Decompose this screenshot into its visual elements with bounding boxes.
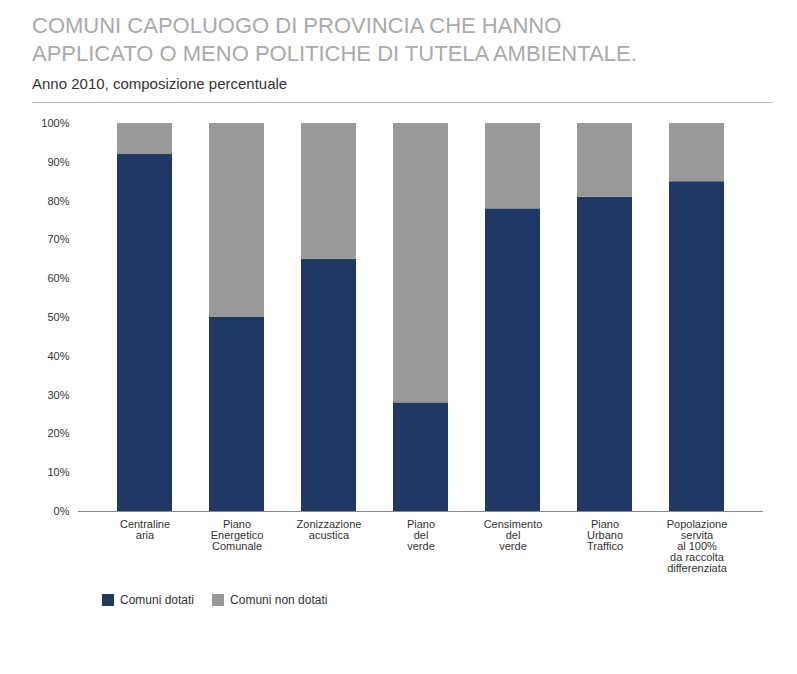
svg-text:Popolazioneservitaal 100%da ra: Popolazioneservitaal 100%da raccoltadiff… [667,518,728,574]
svg-text:100%: 100% [41,117,69,129]
html-text:Anno 2010, composizione percen: Anno 2010, composizione percentuale [32,75,288,92]
svg-text:60%: 60% [47,272,69,284]
html-text:COMUNI CAPOLUOGO DI PROVINCIA: COMUNI CAPOLUOGO DI PROVINCIA CHE HANNO … [32,13,637,66]
svg-text:Centralinearia: Centralinearia [120,518,170,541]
svg-text:10%: 10% [47,466,69,478]
svg-text:PianoEnergeticoComunale: PianoEnergeticoComunale [211,518,264,552]
html-text:Comuni non dotati: Comuni non dotati [230,593,328,607]
svg-text:70%: 70% [47,233,69,245]
svg-text:PianoUrbanoTraffico: PianoUrbanoTraffico [587,518,623,552]
svg-text:Censimentodelverde: Censimentodelverde [484,518,543,552]
svg-text:0%: 0% [54,505,70,517]
svg-text:Zonizzazioneacustica: Zonizzazioneacustica [297,518,362,541]
html-text:Comuni dotati: Comuni dotati [120,593,194,607]
svg-text:Pianodelverde: Pianodelverde [407,518,435,552]
svg-text:20%: 20% [47,427,69,439]
svg-text:40%: 40% [47,350,69,362]
svg-text:90%: 90% [47,156,69,168]
svg-text:30%: 30% [47,389,69,401]
svg-text:80%: 80% [47,195,69,207]
svg-text:50%: 50% [47,311,69,323]
